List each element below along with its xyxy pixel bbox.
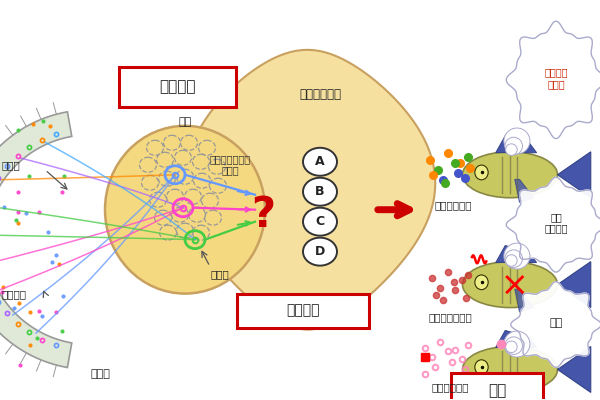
- Polygon shape: [185, 50, 435, 330]
- Text: 危険
逃げろ！: 危険 逃げろ！: [544, 212, 568, 234]
- Text: 嗅球: 嗅球: [178, 117, 191, 127]
- Ellipse shape: [505, 337, 523, 354]
- Ellipse shape: [506, 144, 517, 156]
- Polygon shape: [557, 262, 591, 308]
- Text: 食べ物の匂い: 食べ物の匂い: [434, 200, 472, 210]
- Polygon shape: [557, 346, 591, 392]
- Ellipse shape: [105, 126, 265, 294]
- Polygon shape: [0, 112, 72, 368]
- FancyBboxPatch shape: [237, 294, 369, 328]
- Ellipse shape: [463, 346, 557, 392]
- Ellipse shape: [504, 243, 530, 269]
- Ellipse shape: [303, 178, 337, 206]
- Text: 性フェロモン: 性フェロモン: [431, 382, 469, 392]
- Ellipse shape: [303, 238, 337, 266]
- Ellipse shape: [463, 262, 557, 308]
- Text: 嗅細胞: 嗅細胞: [2, 160, 21, 170]
- Polygon shape: [515, 179, 534, 202]
- Polygon shape: [511, 282, 600, 368]
- Polygon shape: [506, 21, 600, 138]
- Text: 好き: 好き: [550, 318, 563, 328]
- Polygon shape: [515, 374, 534, 397]
- Text: 糸球体: 糸球体: [211, 270, 229, 280]
- Ellipse shape: [504, 128, 530, 154]
- Text: 嗅上皮: 嗅上皮: [90, 370, 110, 380]
- Ellipse shape: [506, 255, 517, 266]
- Ellipse shape: [475, 275, 488, 290]
- Ellipse shape: [505, 250, 523, 268]
- Text: 匂い地図: 匂い地図: [160, 79, 196, 94]
- FancyBboxPatch shape: [119, 67, 236, 107]
- Ellipse shape: [303, 208, 337, 236]
- Text: ?: ?: [251, 194, 275, 236]
- Polygon shape: [515, 289, 534, 312]
- Text: 警報フェロモン: 警報フェロモン: [428, 312, 472, 322]
- Text: B: B: [315, 185, 325, 198]
- Ellipse shape: [475, 165, 488, 180]
- Ellipse shape: [303, 148, 337, 176]
- Polygon shape: [496, 136, 536, 153]
- Polygon shape: [496, 246, 536, 262]
- Text: C: C: [316, 215, 325, 228]
- Ellipse shape: [505, 137, 523, 155]
- Text: A: A: [315, 155, 325, 168]
- Text: 高次嗅覚中枢: 高次嗅覚中枢: [299, 88, 341, 101]
- Text: 食べたい
探せ！: 食べたい 探せ！: [544, 67, 568, 89]
- Text: 嗅球ニューロン
の軸索: 嗅球ニューロン の軸索: [209, 154, 251, 176]
- Text: D: D: [315, 245, 325, 258]
- Text: 行動: 行動: [488, 383, 506, 398]
- Text: 情報処理: 情報処理: [286, 304, 320, 318]
- Ellipse shape: [463, 152, 557, 198]
- Polygon shape: [496, 330, 536, 348]
- Text: 匂い分子: 匂い分子: [2, 290, 27, 300]
- Polygon shape: [557, 152, 591, 198]
- Polygon shape: [506, 177, 600, 272]
- Ellipse shape: [475, 360, 488, 374]
- Ellipse shape: [506, 341, 517, 353]
- FancyBboxPatch shape: [451, 374, 543, 400]
- Ellipse shape: [504, 331, 530, 357]
